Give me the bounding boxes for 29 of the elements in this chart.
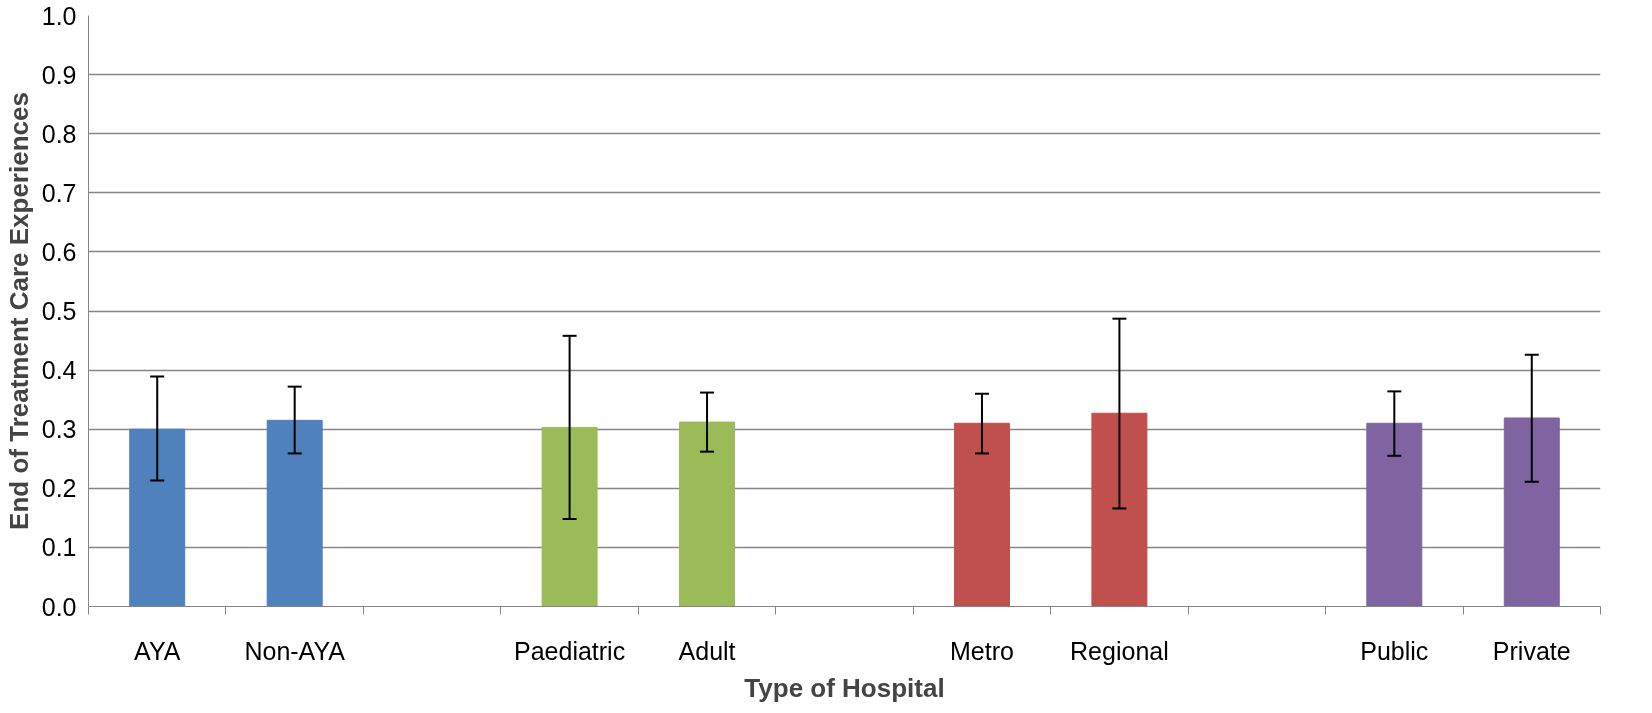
x-tick-label: Non-AYA	[244, 636, 346, 665]
y-tick-label: 0.2	[41, 474, 77, 503]
x-tick-label: Metro	[950, 636, 1014, 665]
y-tick-label: 0.5	[41, 297, 77, 325]
bar	[1091, 412, 1148, 607]
y-tick-label: 1.0	[41, 1, 77, 30]
y-tick-label: 0.7	[41, 178, 77, 207]
x-tick-label: Adult	[678, 636, 736, 665]
y-tick-label: 0.1	[41, 533, 77, 562]
bar	[129, 428, 186, 607]
bar	[1503, 417, 1560, 607]
bar	[1366, 422, 1423, 607]
y-tick-label: 0.6	[41, 237, 77, 266]
bar	[541, 426, 598, 607]
x-tick-label: Public	[1360, 636, 1429, 665]
x-tick-label: AYA	[134, 636, 181, 665]
x-axis-title: Type of Hospital	[744, 672, 945, 703]
y-tick-label: 0.3	[41, 415, 77, 444]
x-tick-label: Paediatric	[514, 636, 626, 665]
bar	[953, 422, 1010, 607]
y-axis-title: End of Treatment Care Experiences	[3, 92, 34, 530]
y-tick-label: 0.8	[41, 119, 77, 148]
y-tick-label: 0.9	[41, 60, 77, 89]
y-tick-label: 0.0	[41, 592, 77, 621]
bar	[266, 419, 323, 607]
x-tick-label: Private	[1492, 636, 1571, 665]
y-tick-label: 0.4	[41, 356, 77, 385]
bar	[679, 421, 736, 607]
x-tick-label: Regional	[1070, 636, 1169, 665]
